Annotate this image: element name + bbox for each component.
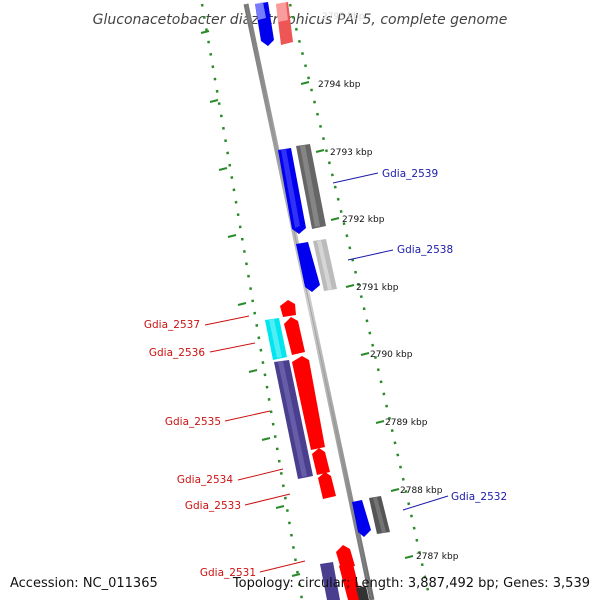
gene-label-gdia-2533[interactable]: Gdia_2533 xyxy=(185,500,241,512)
gene-red-2534 xyxy=(312,448,330,475)
gene-purple-shade xyxy=(278,361,307,477)
tick-label: 2790 kbp xyxy=(370,350,413,360)
leader-2535 xyxy=(224,410,271,422)
gene-gray-2539-shade xyxy=(300,145,320,227)
leader-2532 xyxy=(402,495,449,511)
tick-label: 2791 kbp xyxy=(356,283,399,293)
gene-lightgray-2538-shade xyxy=(317,240,332,290)
gene-label-gdia-2532[interactable]: Gdia_2532 xyxy=(451,491,507,503)
tick-label: 2792 kbp xyxy=(342,215,385,225)
left-gene-labels: Gdia_2537 Gdia_2536 Gdia_2535 Gdia_2534 … xyxy=(144,319,256,579)
gene-top-red-faded xyxy=(276,2,288,22)
gene-red-2533 xyxy=(318,472,336,499)
tick-label-top: 2795 kbp xyxy=(322,12,365,22)
right-ring-major-ticks xyxy=(300,81,414,559)
gene-blue-2532 xyxy=(352,500,371,537)
gene-cyan-shade xyxy=(269,319,282,358)
label-leader-lines xyxy=(204,172,449,573)
gene-purple-2531 xyxy=(320,562,340,600)
gene-label-gdia-2539[interactable]: Gdia_2539 xyxy=(382,168,438,180)
gene-dark-bottom xyxy=(356,586,369,600)
leader-2539 xyxy=(332,172,379,184)
leader-2533 xyxy=(244,493,291,506)
gene-blue-2538 xyxy=(296,242,320,292)
gene-red-2537 xyxy=(280,300,296,317)
gene-red-2531b xyxy=(339,560,362,600)
tick-label: 2789 kbp xyxy=(385,418,428,428)
tick-label: 2794 kbp xyxy=(318,80,361,90)
gene-red-2536 xyxy=(284,317,305,355)
leader-2538 xyxy=(347,249,394,261)
gene-red-2535 xyxy=(292,356,325,450)
gene-top-blue-faded xyxy=(255,2,266,20)
leader-2534 xyxy=(237,468,284,481)
leader-2536 xyxy=(209,342,256,353)
gene-blue-2539a-shade xyxy=(281,149,300,228)
genome-summary-text: Topology: circular; Length: 3,887,492 bp… xyxy=(232,576,590,591)
leader-2537 xyxy=(204,315,250,326)
gene-label-gdia-2537[interactable]: Gdia_2537 xyxy=(144,319,200,331)
gene-label-gdia-2531[interactable]: Gdia_2531 xyxy=(200,567,256,579)
gene-label-gdia-2538[interactable]: Gdia_2538 xyxy=(397,244,453,256)
tick-labels: 2794 kbp 2793 kbp 2792 kbp 2791 kbp 2790… xyxy=(318,80,459,562)
tick-label: 2787 kbp xyxy=(416,552,459,562)
backbone-edge xyxy=(245,3,373,600)
right-gene-labels: Gdia_2539 Gdia_2538 Gdia_2532 xyxy=(382,168,507,503)
tick-label: 2788 kbp xyxy=(400,486,443,496)
gene-label-gdia-2534[interactable]: Gdia_2534 xyxy=(177,474,233,486)
outer-dotted-ring xyxy=(200,3,304,600)
map-title: Gluconacetobacter diazotrophicus PAl 5, … xyxy=(93,12,508,28)
gene-gray-2532-shade xyxy=(373,497,386,533)
gene-label-gdia-2535[interactable]: Gdia_2535 xyxy=(165,416,221,428)
gene-label-gdia-2536[interactable]: Gdia_2536 xyxy=(149,347,205,359)
left-ring-major-ticks xyxy=(200,30,301,577)
accession-text: Accession: NC_011365 xyxy=(10,576,158,591)
leader-2531 xyxy=(259,560,306,573)
tick-label: 2793 kbp xyxy=(330,148,373,158)
